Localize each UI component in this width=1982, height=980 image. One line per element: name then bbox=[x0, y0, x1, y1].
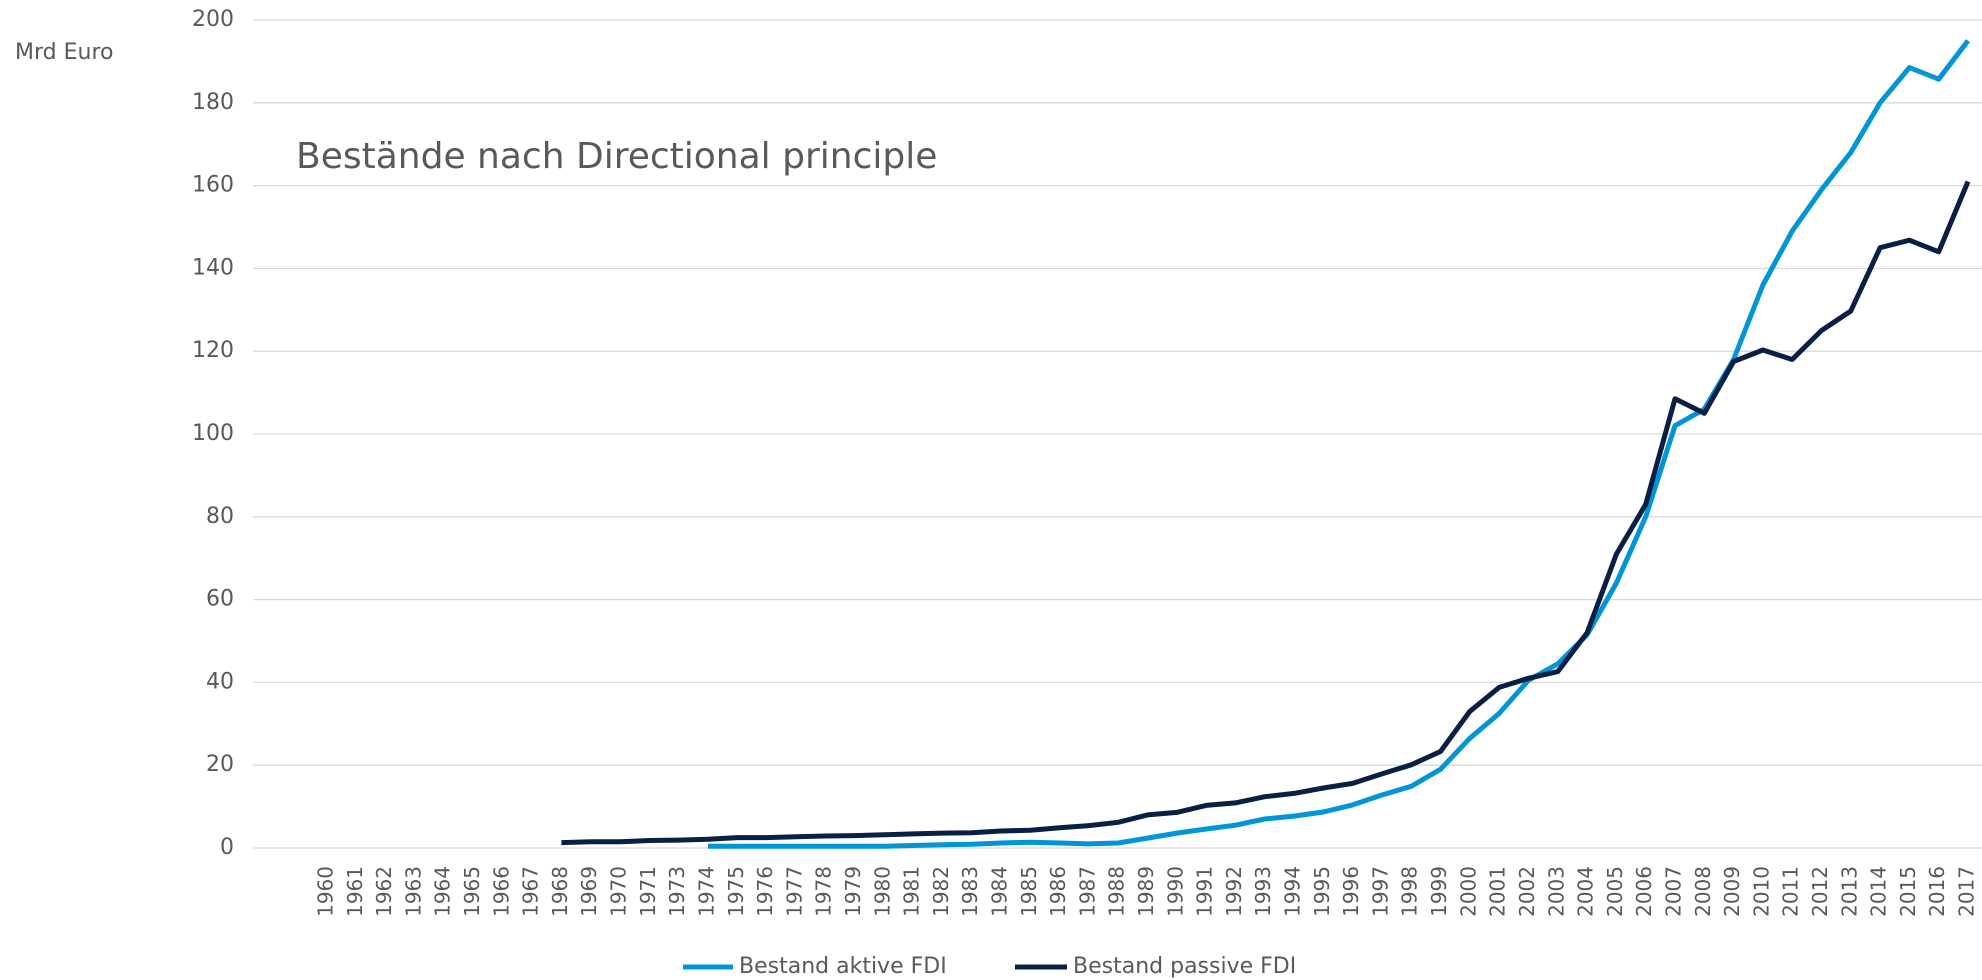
y-tick-label: 80 bbox=[206, 504, 234, 529]
x-tick-label: 2016 bbox=[1925, 866, 1949, 917]
x-tick-label: 1964 bbox=[431, 866, 455, 917]
x-tick-label: 2011 bbox=[1779, 866, 1803, 917]
x-tick-label: 1985 bbox=[1017, 866, 1041, 917]
y-tick-label: 160 bbox=[192, 173, 234, 198]
series-line bbox=[707, 39, 1970, 849]
x-tick-label: 2006 bbox=[1632, 866, 1656, 917]
x-tick-label: 1992 bbox=[1222, 866, 1246, 917]
x-tick-label: 1974 bbox=[694, 866, 718, 917]
x-tick-label: 1996 bbox=[1339, 866, 1363, 917]
x-tick-label: 1963 bbox=[401, 866, 425, 917]
x-tick-label: 2002 bbox=[1515, 866, 1539, 917]
x-tick-label: 2010 bbox=[1749, 866, 1773, 917]
x-tick-label: 1968 bbox=[548, 866, 572, 917]
x-tick-label: 1980 bbox=[870, 866, 894, 917]
x-tick-label: 1967 bbox=[519, 866, 543, 917]
x-tick-label: 1961 bbox=[343, 866, 367, 917]
x-tick-label: 1981 bbox=[900, 866, 924, 917]
x-tick-label: 1982 bbox=[929, 866, 953, 917]
chart-title: Bestände nach Directional principle bbox=[296, 136, 937, 177]
x-tick-label: 1966 bbox=[489, 866, 513, 917]
y-tick-label: 120 bbox=[192, 338, 234, 363]
x-tick-label: 1979 bbox=[841, 866, 865, 917]
x-tick-label: 1994 bbox=[1281, 866, 1305, 917]
y-tick-label: 140 bbox=[192, 255, 234, 280]
x-tick-label: 1965 bbox=[460, 866, 484, 917]
y-tick-label: 0 bbox=[220, 835, 234, 860]
x-tick-label: 1991 bbox=[1193, 866, 1217, 917]
x-tick-label: 2013 bbox=[1837, 866, 1861, 917]
x-tick-label: 1977 bbox=[782, 866, 806, 917]
x-tick-label: 2014 bbox=[1867, 866, 1891, 917]
x-tick-label: 2007 bbox=[1661, 866, 1685, 917]
x-tick-label: 1984 bbox=[987, 866, 1011, 917]
y-tick-label: 100 bbox=[192, 421, 234, 446]
x-tick-label: 2003 bbox=[1544, 866, 1568, 917]
x-tick-label: 1989 bbox=[1134, 866, 1158, 917]
y-tick-label: 60 bbox=[206, 587, 234, 612]
x-tick-label: 1998 bbox=[1398, 866, 1422, 917]
y-axis-label: Mrd Euro bbox=[15, 40, 113, 65]
x-tick-label: 2012 bbox=[1808, 866, 1832, 917]
x-tick-label: 1973 bbox=[665, 866, 689, 917]
x-tick-label: 1971 bbox=[636, 866, 660, 917]
x-tick-label: 2017 bbox=[1955, 866, 1979, 917]
x-tick-label: 1990 bbox=[1163, 866, 1187, 917]
y-tick-label: 180 bbox=[192, 90, 234, 115]
x-tick-label: 2009 bbox=[1720, 866, 1744, 917]
x-tick-label: 1970 bbox=[607, 866, 631, 917]
x-tick-label: 2004 bbox=[1574, 866, 1598, 917]
x-tick-label: 1960 bbox=[314, 866, 338, 917]
legend-label: Bestand aktive FDI bbox=[739, 954, 947, 979]
x-tick-label: 1969 bbox=[577, 866, 601, 917]
x-tick-label: 1983 bbox=[958, 866, 982, 917]
y-tick-label: 20 bbox=[206, 752, 234, 777]
x-tick-label: 1997 bbox=[1368, 866, 1392, 917]
x-tick-label: 2000 bbox=[1456, 866, 1480, 917]
x-tick-label: 1993 bbox=[1251, 866, 1275, 917]
x-tick-label: 1975 bbox=[724, 866, 748, 917]
x-tick-label: 2005 bbox=[1603, 866, 1627, 917]
series-line bbox=[561, 180, 1971, 846]
x-tick-label: 1962 bbox=[372, 866, 396, 917]
x-tick-label: 1978 bbox=[812, 866, 836, 917]
x-tick-label: 1995 bbox=[1310, 866, 1334, 917]
x-tick-label: 2001 bbox=[1486, 866, 1510, 917]
x-tick-label: 1987 bbox=[1075, 866, 1099, 917]
x-tick-label: 1976 bbox=[753, 866, 777, 917]
y-tick-label: 200 bbox=[192, 7, 234, 32]
x-tick-label: 2015 bbox=[1896, 866, 1920, 917]
x-tick-label: 2008 bbox=[1691, 866, 1715, 917]
x-tick-label: 1988 bbox=[1105, 866, 1129, 917]
legend-label: Bestand passive FDI bbox=[1073, 954, 1296, 979]
y-tick-label: 40 bbox=[206, 669, 234, 694]
x-tick-label: 1986 bbox=[1046, 866, 1070, 917]
x-tick-label: 1999 bbox=[1427, 866, 1451, 917]
